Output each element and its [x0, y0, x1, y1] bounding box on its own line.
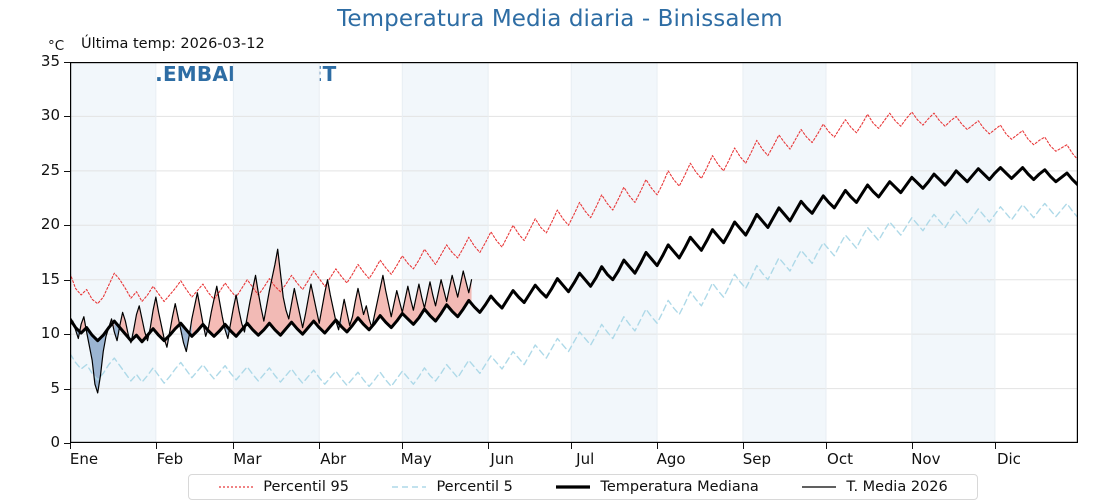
y-tick-label: 15 [40, 269, 60, 288]
y-tick-label: 0 [50, 433, 60, 451]
x-tick-mark [994, 443, 996, 449]
y-tick-mark [64, 334, 70, 336]
legend-item-percentil-95[interactable]: Percentil 95 [218, 479, 349, 495]
x-tick-mark [233, 443, 235, 449]
y-tick-mark [64, 116, 70, 118]
x-tick-mark [742, 443, 744, 449]
line-thin-black-icon [802, 486, 837, 488]
chart-legend: Percentil 95 Percentil 5 Temperatura Media… [188, 474, 978, 500]
y-tick-label: 30 [40, 106, 60, 125]
x-tick-label-nov: Nov [911, 450, 941, 468]
fill-above-median [208, 286, 226, 337]
legend-label: Percentil 5 [436, 479, 513, 495]
legend-item-t-media-2026[interactable]: T. Media 2026 [801, 479, 948, 495]
y-tick-label: 5 [50, 378, 60, 397]
x-tick-mark [319, 443, 321, 449]
month-band-mar [233, 62, 320, 443]
y-tick-mark [64, 170, 70, 172]
plot-frame [70, 62, 1078, 443]
x-tick-mark [571, 443, 573, 449]
legend-label: Percentil 95 [263, 479, 349, 495]
line-dotted-red-icon [219, 486, 254, 488]
series-line-percentil-95 [70, 111, 1078, 305]
x-tick-mark [70, 443, 71, 449]
last-temp-label: Última temp: 2026-03-12 [81, 36, 265, 52]
month-band-sep [742, 62, 826, 443]
series-line-t-media-2026 [70, 248, 473, 394]
legend-item-percentil-5[interactable]: Percentil 5 [391, 479, 513, 495]
fill-above-median [341, 288, 372, 332]
legend-label: Temperatura Mediana [600, 479, 759, 495]
series-line-percentil-5 [70, 202, 1078, 388]
x-tick-label-mar: Mar [233, 450, 262, 468]
month-band-may [402, 62, 489, 443]
x-tick-mark [911, 443, 913, 449]
x-tick-label-jun: Jun [490, 450, 514, 468]
line-dashed-blue-icon [392, 486, 427, 488]
x-tick-label-sep: Sep [742, 450, 772, 468]
fill-above-median [169, 303, 181, 336]
fill-above-median [374, 271, 472, 328]
legend-item-temperatura-mediana[interactable]: Temperatura Mediana [555, 479, 759, 495]
x-tick-label-dic: Dic [996, 450, 1021, 468]
x-tick-label-feb: Feb [156, 450, 184, 468]
x-tick-label-may: May [400, 450, 432, 468]
y-tick-mark [64, 388, 70, 390]
series-line-temperatura-mediana [70, 166, 1078, 344]
y-tick-mark [64, 62, 70, 63]
y-tick-mark [64, 279, 70, 281]
x-tick-mark [826, 443, 827, 449]
legend-label: T. Media 2026 [846, 479, 948, 495]
month-band-jul [571, 62, 658, 443]
plot-svg [70, 62, 1078, 443]
x-tick-label-jul: Jul [576, 450, 595, 468]
x-tick-mark [657, 443, 659, 449]
y-tick-mark [64, 225, 70, 227]
fill-below-median [86, 327, 109, 393]
y-tick-label: 35 [40, 52, 60, 70]
page-title: Temperatura Media diaria - Binissalem [337, 6, 783, 32]
x-tick-label-abr: Abr [320, 450, 347, 468]
fill-above-median [247, 249, 336, 336]
fill-above-median [133, 305, 148, 342]
y-tick-label: 25 [40, 160, 60, 179]
x-tick-mark [155, 443, 157, 449]
y-tick-mark [64, 443, 70, 444]
plot-area [70, 62, 1078, 443]
x-tick-label-oct: Oct [827, 450, 853, 468]
y-tick-label: 20 [40, 215, 60, 234]
x-tick-label-ene: Ene [69, 450, 99, 468]
y-tick-label: 10 [40, 324, 60, 343]
x-tick-label-ago: Ago [656, 450, 686, 468]
x-tick-mark [488, 443, 490, 449]
month-band-ene [70, 62, 156, 443]
y-axis-unit-label: °C [48, 38, 65, 54]
line-thick-black-icon [556, 485, 591, 489]
x-tick-mark [402, 443, 404, 449]
